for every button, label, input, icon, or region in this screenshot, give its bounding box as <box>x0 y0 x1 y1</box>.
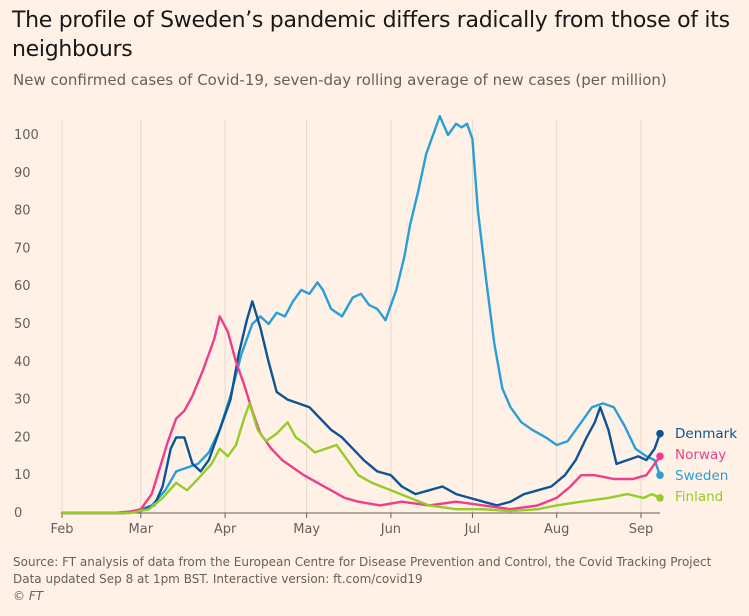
y-tick-label-0: 0 <box>14 506 22 521</box>
end-label-denmark: Denmark <box>675 426 737 442</box>
x-tick-label-jul: Jul <box>464 522 481 537</box>
x-tick-label-may: May <box>293 522 320 537</box>
y-tick-label-80: 80 <box>14 204 31 219</box>
x-tick-label-apr: Apr <box>214 522 237 537</box>
y-tick-label-10: 10 <box>14 468 31 483</box>
end-label-finland: Finland <box>675 489 723 505</box>
gridlines <box>61 120 642 513</box>
y-axis-ticks: 0 10 20 30 40 50 60 70 80 90 100 <box>14 128 39 521</box>
chart-subtitle: New confirmed cases of Covid-19, seven-d… <box>13 71 667 89</box>
end-dot-denmark <box>656 429 664 438</box>
copyright-note: © FT <box>13 589 44 603</box>
update-note: Data updated Sep 8 at 1pm BST. Interacti… <box>13 572 423 586</box>
x-axis-ticks: Feb Mar Apr May Jun Jul Aug Sep <box>50 512 660 537</box>
series-line-finland <box>60 402 662 515</box>
line-chart: 0 10 20 30 40 50 60 70 80 90 100 Feb Mar Apr May Jun Ju… <box>14 114 737 537</box>
series-end-labels: Sweden Denmark Norway Finland <box>656 426 737 505</box>
y-tick-label-70: 70 <box>14 241 31 256</box>
y-tick-label-60: 60 <box>14 279 31 294</box>
end-label-sweden: Sweden <box>675 468 728 484</box>
source-note: Source: FT analysis of data from the Eur… <box>13 555 712 569</box>
x-tick-label-jun: Jun <box>380 522 401 537</box>
y-tick-label-90: 90 <box>14 166 31 181</box>
x-tick-label-sep: Sep <box>629 522 654 537</box>
series-line-sweden <box>60 114 662 515</box>
x-tick-label-feb: Feb <box>50 522 73 537</box>
y-tick-label-20: 20 <box>14 430 31 445</box>
y-tick-label-30: 30 <box>14 393 31 408</box>
series-lines <box>60 114 662 515</box>
y-tick-label-40: 40 <box>14 355 31 370</box>
series-line-denmark <box>60 300 662 515</box>
chart-title: The profile of Sweden’s pandemic differs… <box>12 8 730 62</box>
end-dot-norway <box>656 452 664 461</box>
end-label-norway: Norway <box>675 447 726 463</box>
x-tick-label-aug: Aug <box>544 522 569 537</box>
y-tick-label-100: 100 <box>14 128 39 143</box>
series-line-norway <box>60 315 662 515</box>
x-tick-label-mar: Mar <box>129 522 154 537</box>
end-dot-sweden <box>656 471 664 480</box>
y-tick-label-50: 50 <box>14 317 31 332</box>
end-dot-finland <box>656 494 664 502</box>
